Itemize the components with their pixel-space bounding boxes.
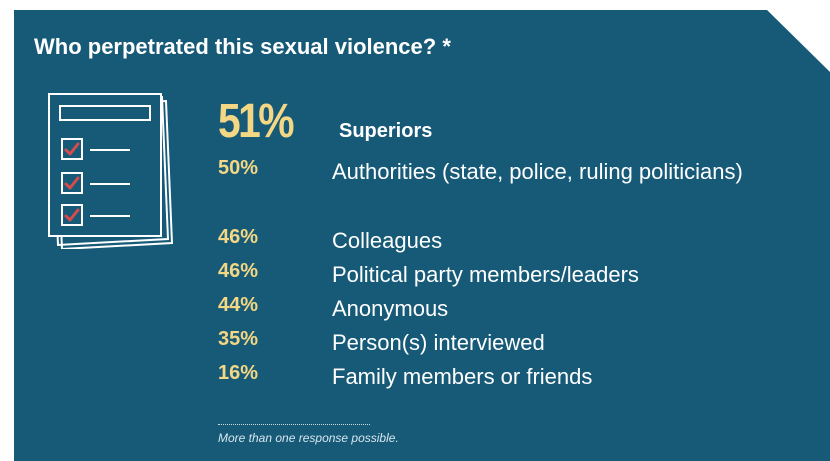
row-percentage: 16% bbox=[218, 362, 259, 384]
row-label: Anonymous bbox=[332, 296, 449, 321]
row-percentage: 46% bbox=[218, 226, 259, 248]
row-label: Person(s) interviewed bbox=[332, 330, 545, 355]
row-percentage: 46% bbox=[218, 260, 259, 282]
row-label: Family members or friends bbox=[332, 364, 593, 389]
row-percentage: 50% bbox=[218, 157, 259, 179]
row-label: Political party members/leaders bbox=[332, 262, 639, 287]
top-percentage: 51% bbox=[218, 95, 295, 148]
row-percentage: 35% bbox=[218, 328, 259, 350]
checklist-icon bbox=[48, 93, 174, 249]
row-label: Authorities (state, police, ruling polit… bbox=[332, 159, 743, 184]
row-percentage: 44% bbox=[218, 294, 259, 316]
top-label: Superiors bbox=[339, 120, 433, 142]
chart-title: Who perpetrated this sexual violence? * bbox=[34, 34, 451, 59]
row-label: Colleagues bbox=[332, 228, 443, 253]
footnote-divider bbox=[218, 424, 370, 425]
infographic-card: Who perpetrated this sexual violence? * … bbox=[14, 10, 830, 461]
footnote: More than one response possible. bbox=[218, 431, 399, 445]
